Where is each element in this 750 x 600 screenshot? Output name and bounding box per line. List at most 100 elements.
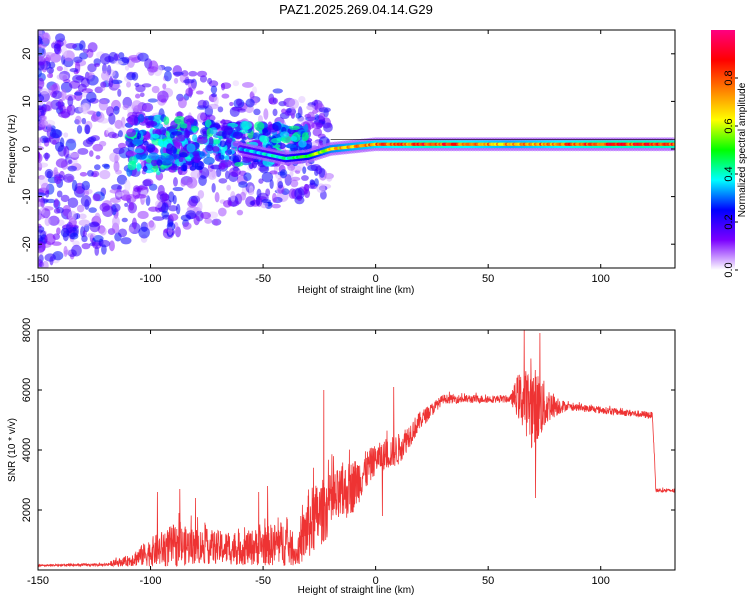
spectrogram-cell xyxy=(137,210,149,220)
spectrogram-cell xyxy=(157,138,164,146)
spectrogram-cell xyxy=(217,106,224,113)
spectrogram-y-tick-label: -20 xyxy=(21,236,33,252)
spectrogram-cell xyxy=(44,168,54,179)
spectrogram-cell xyxy=(208,80,219,88)
spectrogram-cell xyxy=(218,207,227,217)
spectrogram-cell xyxy=(44,233,56,245)
spectrogram-cell xyxy=(277,181,284,189)
spectrogram-cell xyxy=(230,191,236,202)
spectrogram-cell xyxy=(252,132,260,141)
spectrogram-cell xyxy=(211,92,217,98)
spectrogram-cell xyxy=(98,99,108,111)
spectrogram-cell xyxy=(86,91,97,103)
spectrogram-cell xyxy=(111,79,123,84)
spectrogram-cell xyxy=(89,150,94,157)
spectrogram-cell xyxy=(83,190,90,197)
spectrogram-cell xyxy=(208,103,219,110)
spectrogram-cell xyxy=(103,164,111,170)
spectrogram-cell xyxy=(189,166,197,171)
spectrogram-cell xyxy=(51,90,63,100)
spectrogram-cell xyxy=(151,159,158,167)
spectrogram-cell xyxy=(290,179,299,188)
spectrogram-cell xyxy=(69,80,81,89)
spectrogram-cell xyxy=(120,237,132,245)
spectrogram-cell xyxy=(279,131,290,138)
spectrogram-cell xyxy=(131,100,143,112)
spectrogram-cell xyxy=(146,120,158,127)
spectrogram-cell xyxy=(196,70,208,78)
spectrogram-cell xyxy=(125,150,138,157)
spectrogram-cell xyxy=(38,162,49,168)
spectrogram-cell xyxy=(67,210,77,221)
spectrogram-cell xyxy=(178,152,188,158)
spectrogram-cell xyxy=(78,213,87,220)
spectrogram-cell xyxy=(314,178,319,187)
spectrogram-cell xyxy=(239,191,247,201)
spectrogram-cell xyxy=(268,97,279,105)
spectrogram-cell xyxy=(48,61,56,69)
spectrogram-cell xyxy=(110,197,118,203)
spectrogram-cell xyxy=(41,32,51,45)
spectrogram-cell xyxy=(57,111,70,118)
spectrogram-cell xyxy=(114,60,124,65)
spectrogram-cell xyxy=(117,88,122,97)
spectrogram-cell xyxy=(47,73,54,79)
spectrogram-cell xyxy=(213,219,219,226)
spectrogram-cell xyxy=(172,194,177,205)
spectrogram-cell xyxy=(98,117,109,124)
spectrogram-cell xyxy=(87,63,97,73)
spectrogram-cell xyxy=(69,232,79,240)
spectrogram-cell xyxy=(47,123,52,134)
colorbar-ticks: 0.0 0.2 0.4 0.6 0.8 xyxy=(723,70,738,278)
spectrogram-cell xyxy=(311,122,323,130)
spectrogram-cell xyxy=(218,154,225,160)
spectrogram-cell xyxy=(128,201,135,211)
spectrogram-cell xyxy=(316,183,326,194)
spectrogram-cell xyxy=(285,108,292,114)
spectrogram-cell xyxy=(135,84,146,93)
colorbar-label: Normalized spectral amplitude xyxy=(737,82,748,217)
spectrogram-cell xyxy=(39,88,50,95)
spectrogram-cell xyxy=(148,206,159,212)
spectrogram-cell xyxy=(63,146,70,158)
spectrogram-cell xyxy=(142,165,148,172)
spectrogram-cell xyxy=(211,139,221,144)
spectrogram-cell xyxy=(49,128,62,139)
spectrogram-cell xyxy=(290,135,298,142)
spectrogram-cell xyxy=(79,171,88,177)
spectrogram-cell xyxy=(53,208,61,214)
spectrogram-cell xyxy=(121,217,128,223)
spectrogram-cell xyxy=(253,108,261,116)
spectrogram-cell xyxy=(190,169,201,179)
spectrogram-cell xyxy=(94,86,104,94)
spectrogram-cell xyxy=(249,185,254,196)
spectrogram-cell xyxy=(163,116,170,126)
snr-y-tick-label: 8000 xyxy=(21,318,33,342)
snr-y-tick-label: 4000 xyxy=(21,438,33,462)
spectrogram-cell xyxy=(117,142,127,149)
spectrogram-cell xyxy=(61,44,68,57)
snr-x-tick-label: 100 xyxy=(592,575,610,587)
spectrogram-cell xyxy=(236,209,244,216)
spectrogram-cell xyxy=(190,195,201,204)
spectrogram-x-label: Height of straight line (km) xyxy=(298,285,415,296)
spectrogram-cell xyxy=(186,143,196,153)
spectrogram-cell xyxy=(151,133,160,139)
spectrogram-cell xyxy=(38,259,43,268)
spectrogram-cell xyxy=(204,217,213,224)
snr-x-tick-label: 50 xyxy=(482,575,494,587)
spectrogram-cell xyxy=(226,137,233,143)
spectrogram-cell xyxy=(229,166,241,177)
spectrogram-cell xyxy=(229,101,234,107)
spectrogram-x-tick-label: 0 xyxy=(373,273,379,285)
spectrogram-cell xyxy=(82,103,91,113)
spectrogram-cell xyxy=(197,201,203,212)
spectrogram-cell xyxy=(55,158,68,168)
spectrogram-cell xyxy=(38,229,43,234)
spectrogram-cell xyxy=(156,159,163,166)
spectrogram-cell xyxy=(183,129,190,139)
spectrogram-cell xyxy=(237,108,247,113)
spectrogram-cell xyxy=(81,117,87,125)
spectrogram-cell xyxy=(203,156,215,165)
